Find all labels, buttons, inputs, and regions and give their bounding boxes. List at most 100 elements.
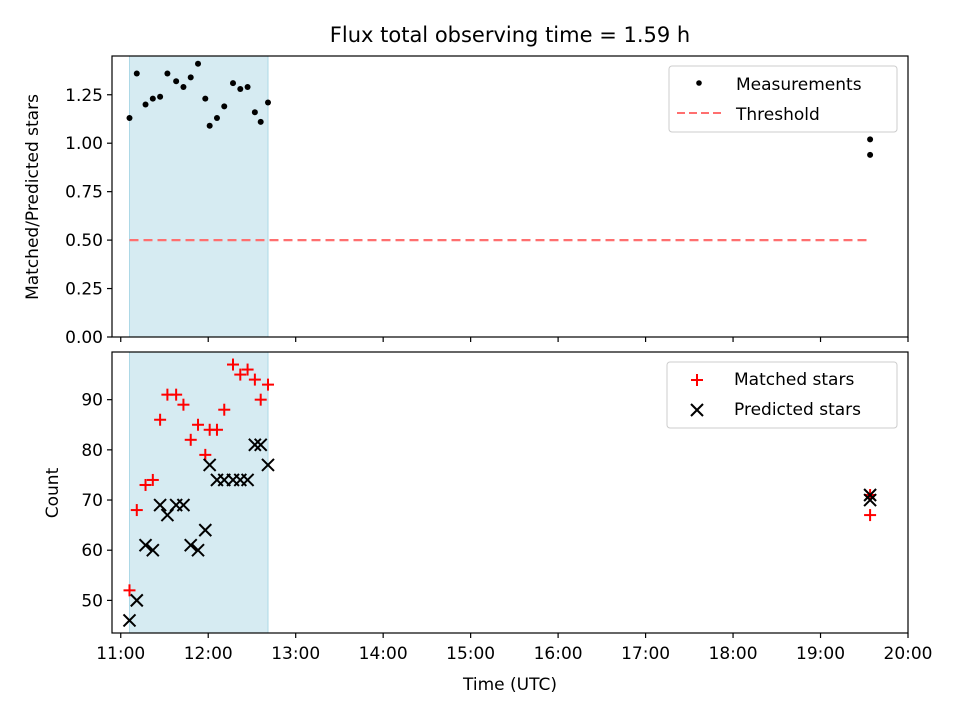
- bottom-x-tick-label: 18:00: [709, 644, 758, 664]
- measurement-point: [237, 85, 244, 92]
- predicted-stars-point: [863, 493, 877, 507]
- bottom-axes: 50 60 70 80 90 11:00 12:00 13:00 14:00 15:00 16:00…: [81, 351, 933, 664]
- matched-stars-point: [254, 393, 267, 406]
- matched-stars-point: [227, 358, 240, 371]
- top-shaded-interval: [128, 55, 269, 338]
- measurement-point: [195, 60, 202, 67]
- measurement-point: [264, 99, 271, 106]
- matched-stars-point: [864, 509, 877, 522]
- matched-stars-point: [218, 403, 231, 416]
- measurement-point: [126, 115, 133, 122]
- top-y-tick-label: 0.00: [65, 328, 103, 348]
- measurement-point: [230, 80, 237, 87]
- bottom-y-tick-label: 70: [81, 491, 103, 511]
- chart-title: Flux total observing time = 1.59 h: [330, 23, 690, 47]
- matched-stars-point: [184, 433, 197, 446]
- matched-stars-point: [192, 418, 205, 431]
- bottom-x-tick-label: 15:00: [446, 644, 495, 664]
- legend-threshold-label: Threshold: [735, 105, 820, 125]
- matched-stars-point: [248, 373, 261, 386]
- bottom-y-tick-label: 80: [81, 441, 103, 461]
- measurement-point: [867, 151, 874, 158]
- matched-stars-point: [199, 448, 212, 461]
- legend-predicted-marker: [690, 403, 704, 417]
- measurement-point: [244, 84, 251, 91]
- predicted-stars-point: [261, 458, 275, 472]
- top-plot-frame: [111, 55, 909, 338]
- top-y-tick-label: 1.25: [65, 86, 103, 106]
- matched-stars-point: [170, 388, 183, 401]
- predicted-stars-point: [253, 438, 268, 452]
- measurement-point: [180, 84, 187, 91]
- predicted-stars-point: [863, 488, 877, 502]
- predicted-stars-point: [198, 523, 213, 537]
- predicted-stars-point: [122, 613, 137, 628]
- measurement-point: [142, 101, 149, 108]
- measurement-point: [164, 70, 171, 77]
- matched-stars-point: [123, 584, 136, 597]
- predicted-stars-point: [176, 498, 191, 512]
- matched-stars-point: [210, 423, 223, 436]
- x-axis-label: Time (UTC): [462, 675, 557, 695]
- top-y-tick-label: 0.50: [65, 231, 103, 251]
- legend-matched-label: Matched stars: [734, 370, 854, 390]
- legend-matched-marker: [691, 374, 703, 386]
- measurement-point: [213, 115, 220, 122]
- top-y-axis-label: Matched/Predicted stars: [23, 94, 43, 300]
- measurement-point: [221, 103, 228, 110]
- bottom-legend-box: [666, 361, 898, 429]
- measurement-point: [149, 95, 156, 102]
- measurement-point: [133, 70, 140, 77]
- predicted-stars-point: [146, 543, 160, 557]
- legend-predicted-label: Predicted stars: [734, 400, 861, 420]
- top-y-tick-label: 1.00: [65, 134, 103, 154]
- matched-stars-point: [146, 473, 159, 486]
- matched-stars-point: [241, 363, 254, 376]
- bottom-y-tick-label: 50: [81, 591, 103, 611]
- predicted-stars-point: [248, 438, 262, 452]
- bottom-y-tick-label: 90: [81, 391, 103, 411]
- top-legend: Measurements Threshold: [668, 65, 898, 133]
- legend-measurements-label: Measurements: [736, 75, 862, 95]
- bottom-x-tick-label: 16:00: [534, 644, 583, 664]
- bottom-x-tick-label: 19:00: [796, 644, 845, 664]
- legend-measurements-marker: [696, 80, 702, 86]
- bottom-x-tick-label: 13:00: [271, 644, 320, 664]
- measurement-point: [187, 74, 194, 81]
- bottom-x-tick-label: 17:00: [621, 644, 670, 664]
- bottom-x-tick-label: 12:00: [184, 644, 233, 664]
- matched-stars-point: [177, 398, 190, 411]
- predicted-stars-point: [184, 538, 198, 552]
- predicted-stars-point: [138, 538, 153, 552]
- matched-stars-point: [261, 378, 274, 391]
- matched-stars-point: [139, 478, 152, 491]
- top-legend-box: [668, 65, 898, 133]
- predicted-stars-point: [153, 498, 167, 512]
- measurement-point: [251, 109, 258, 116]
- top-y-tick-label: 0.75: [65, 183, 103, 203]
- bottom-y-tick-label: 60: [81, 541, 103, 561]
- predicted-stars-point: [191, 543, 205, 557]
- bottom-x-tick-label: 20:00: [884, 644, 933, 664]
- predicted-stars-point: [130, 593, 144, 608]
- bottom-plot-frame: [111, 351, 909, 634]
- predicted-stars-point: [240, 473, 255, 487]
- bottom-shaded-interval: [128, 351, 269, 634]
- measurement-point: [867, 136, 874, 143]
- matched-stars-point: [234, 368, 247, 381]
- bottom-y-axis-label: Count: [43, 467, 63, 518]
- measurement-point: [202, 95, 209, 102]
- bottom-legend: Matched stars Predicted stars: [666, 361, 898, 429]
- measurement-point: [157, 93, 164, 100]
- matched-stars-point: [154, 413, 167, 426]
- predicted-stars-point: [202, 458, 217, 472]
- top-y-tick-label: 0.25: [65, 280, 103, 300]
- measurement-point: [173, 78, 180, 85]
- bottom-x-tick-label: 11:00: [96, 644, 145, 664]
- matched-stars-point: [130, 504, 143, 517]
- bottom-x-tick-label: 14:00: [359, 644, 408, 664]
- top-axes: 0.00 0.25 0.50 0.75 1.00 1.25: [65, 55, 909, 348]
- measurement-point: [257, 118, 264, 125]
- measurement-point: [206, 122, 213, 129]
